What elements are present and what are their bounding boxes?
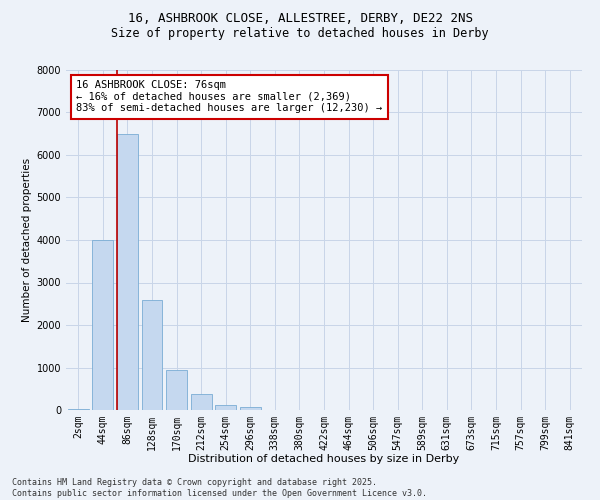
Text: Contains HM Land Registry data © Crown copyright and database right 2025.
Contai: Contains HM Land Registry data © Crown c… [12, 478, 427, 498]
Bar [191, 394, 212, 410]
Bar [240, 408, 261, 410]
Y-axis label: Number of detached properties: Number of detached properties [22, 158, 32, 322]
Bar [215, 405, 236, 410]
Bar [142, 300, 163, 410]
Bar [68, 408, 89, 410]
Bar [117, 134, 138, 410]
Bar [166, 370, 187, 410]
Text: 16, ASHBROOK CLOSE, ALLESTREE, DERBY, DE22 2NS: 16, ASHBROOK CLOSE, ALLESTREE, DERBY, DE… [128, 12, 473, 26]
Bar [92, 240, 113, 410]
X-axis label: Distribution of detached houses by size in Derby: Distribution of detached houses by size … [188, 454, 460, 464]
Text: 16 ASHBROOK CLOSE: 76sqm
← 16% of detached houses are smaller (2,369)
83% of sem: 16 ASHBROOK CLOSE: 76sqm ← 16% of detach… [76, 80, 383, 114]
Text: Size of property relative to detached houses in Derby: Size of property relative to detached ho… [111, 28, 489, 40]
